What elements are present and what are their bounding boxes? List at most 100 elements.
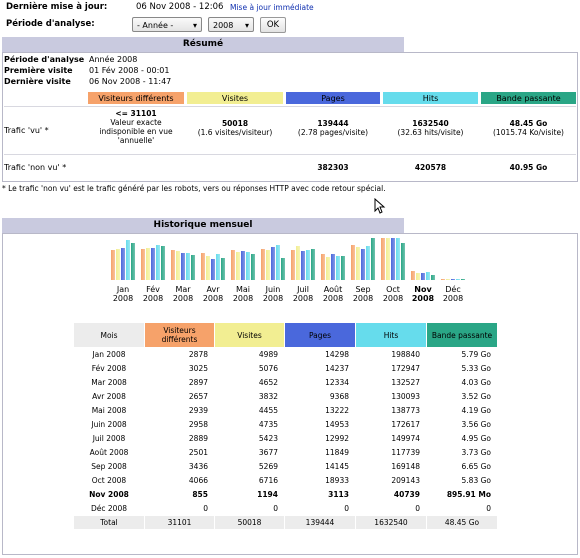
update-now-link[interactable]: Mise à jour immédiate	[230, 3, 314, 12]
chart-month-label: Oct 2008	[382, 285, 404, 303]
value-cell: 0	[203, 504, 208, 513]
value-cell: 4652	[258, 378, 278, 387]
chart-bar	[146, 248, 150, 280]
chart-bar	[241, 251, 245, 280]
summary-header-hits: Hits	[382, 91, 479, 105]
chart-month-label: Avr 2008	[202, 285, 224, 303]
col-header-visits: Visites	[215, 323, 284, 347]
col-header-visitors: Visiteurs différents	[145, 323, 214, 347]
chart-bar	[221, 258, 225, 280]
table-row: Déc 2008 0 0 0 0 0	[74, 502, 497, 515]
chart-bar	[281, 258, 285, 280]
value-cell: 0	[273, 504, 278, 513]
value-cell: 895.91 Mo	[446, 490, 491, 499]
chart-bar	[141, 249, 145, 280]
table-row: Jan 2008 2878 4989 14298 198840 5.79 Go	[74, 348, 497, 361]
value-cell: 0	[415, 504, 420, 513]
chart-month-label: Mar 2008	[172, 285, 194, 303]
chart-bar	[461, 279, 465, 280]
chart-bar	[396, 238, 400, 280]
chart-bar	[171, 250, 175, 280]
table-row: Août 2008 2501 3677 11849 117739 3.73 Go	[74, 446, 497, 459]
value-cell: 3.52 Go	[461, 392, 491, 401]
viewed-visitors: <= 31101 Valeur exacte indisponible en v…	[99, 109, 173, 145]
col-header-hits: Hits	[356, 323, 426, 347]
table-row: Juil 2008 2889 5423 12992 149974 4.95 Go	[74, 432, 497, 445]
chart-bar	[261, 249, 265, 280]
month-cell: Déc 2008	[91, 504, 127, 513]
monthly-bar-chart	[108, 238, 468, 280]
last-update-label: Dernière mise à jour:	[6, 2, 108, 12]
chart-bar	[116, 249, 120, 280]
monthly-table: Mois Visiteurs différents Visites Pages …	[73, 322, 498, 530]
chart-bar	[276, 245, 280, 280]
value-cell: 5.79 Go	[461, 350, 491, 359]
month-cell: Oct 2008	[91, 476, 127, 485]
summary-header-visits: Visites	[186, 91, 284, 105]
history-title: Historique mensuel	[2, 218, 404, 233]
year-select[interactable]: 2008 ▾	[208, 17, 254, 32]
chart-bar	[126, 240, 130, 280]
chart-bar	[326, 257, 330, 280]
chart-bar	[201, 253, 205, 280]
value-cell: 5.33 Go	[461, 364, 491, 373]
divider	[4, 106, 576, 107]
value-cell: 2878	[188, 350, 208, 359]
chart-bar	[111, 250, 115, 280]
summary-title: Résumé	[2, 37, 404, 52]
summary-header-bandwidth: Bande passante	[480, 91, 577, 105]
value-cell: 0	[486, 504, 491, 513]
chart-bar	[211, 259, 215, 280]
viewed-traffic-label: Trafic 'vu' *	[4, 126, 49, 135]
value-cell: 149974	[391, 434, 420, 443]
value-cell: 14237	[325, 364, 349, 373]
summary-header-pages: Pages	[285, 91, 381, 105]
value-cell: 209143	[391, 476, 420, 485]
value-cell: 4066	[188, 476, 208, 485]
mouse-cursor-icon	[374, 198, 386, 214]
chart-bar	[296, 246, 300, 280]
month-cell: Jan 2008	[92, 350, 126, 359]
value-cell: 4.95 Go	[461, 434, 491, 443]
chart-bar	[356, 247, 360, 280]
chart-bar	[206, 256, 210, 280]
notviewed-pages: 382303	[317, 163, 349, 172]
month-select[interactable]: - Année - ▾	[132, 17, 202, 32]
chart-bar	[381, 238, 385, 280]
value-cell: 5.83 Go	[461, 476, 491, 485]
value-cell: 3.56 Go	[461, 420, 491, 429]
value-cell: 4455	[258, 406, 278, 415]
chart-bar	[431, 275, 435, 280]
table-row: Mai 2008 2939 4455 13222 138773 4.19 Go	[74, 404, 497, 417]
chart-bar	[246, 252, 250, 280]
chevron-down-icon: ▾	[192, 21, 197, 30]
chart-bar	[371, 238, 375, 280]
chart-bar	[366, 246, 370, 280]
chart-bar	[416, 273, 420, 280]
value-cell: 2657	[188, 392, 208, 401]
summary-header-visitors: Visiteurs différents	[87, 91, 185, 105]
value-cell: 4735	[258, 420, 278, 429]
viewed-hits: 1632540 (32.63 hits/visite)	[397, 119, 464, 137]
period-label: Période d'analyse:	[6, 19, 95, 29]
month-cell: Mai 2008	[91, 406, 127, 415]
total-bandwidth: 48.45 Go	[427, 516, 497, 529]
month-cell: Août 2008	[89, 448, 129, 457]
value-cell: 13222	[325, 406, 349, 415]
chart-bar	[266, 250, 270, 280]
total-pages: 139444	[285, 516, 355, 529]
chart-bar	[181, 253, 185, 280]
chart-bar	[121, 248, 125, 280]
total-hits: 1632540	[356, 516, 426, 529]
table-row: Avr 2008 2657 3832 9368 130093 3.52 Go	[74, 390, 497, 403]
ok-button[interactable]: OK	[260, 17, 286, 33]
value-cell: 4.19 Go	[461, 406, 491, 415]
chart-bar	[271, 247, 275, 280]
value-cell: 14298	[325, 350, 349, 359]
month-cell: Fév 2008	[91, 364, 127, 373]
table-row: Juin 2008 2958 4735 14953 172617 3.56 Go	[74, 418, 497, 431]
chart-bar	[441, 279, 445, 280]
chart-bar	[216, 254, 220, 280]
value-cell: 4.03 Go	[461, 378, 491, 387]
chart-bar	[421, 273, 425, 280]
